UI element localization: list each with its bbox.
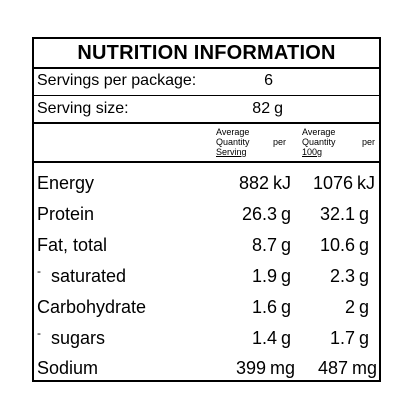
- row-sodium-100g: 487 mg: [317, 358, 377, 378]
- row-energy-100g: 1076 kJ: [312, 173, 375, 193]
- serving-size-label: Serving size:: [37, 100, 129, 117]
- header-per-100g: Average Quantity per 100g: [302, 127, 375, 157]
- divider-title: [34, 67, 379, 69]
- servings-value: 6: [264, 72, 273, 89]
- row-label-carbohydrate: Carbohydrate: [37, 297, 147, 317]
- row-protein-100g: 32.1 g: [319, 204, 369, 224]
- row-sugars-100g: 1.7 g: [329, 328, 369, 348]
- divider-header: [34, 161, 379, 163]
- row-label-fat-total: Fat, total: [37, 235, 108, 255]
- row-label-sugars: - sugars: [37, 326, 106, 348]
- row-fat-100g: 10.6 g: [319, 235, 369, 255]
- row-label-saturated: - saturated: [37, 264, 127, 286]
- header-per-serving: Average Quantity per Serving: [216, 127, 286, 157]
- row-carbohydrate-serving: 1.6 g: [251, 297, 291, 317]
- row-saturated-serving: 1.9 g: [251, 266, 291, 286]
- divider-servings: [34, 95, 379, 96]
- row-sodium-serving: 399 mg: [235, 358, 295, 378]
- serving-size-value: 82 g: [252, 100, 283, 117]
- row-label-protein: Protein: [37, 204, 95, 224]
- row-fat-serving: 8.7 g: [251, 235, 291, 255]
- row-label-sodium: Sodium: [37, 358, 99, 378]
- row-energy-serving: 882 kJ: [238, 173, 291, 193]
- row-label-energy: Energy: [37, 173, 95, 193]
- row-saturated-100g: 2.3 g: [329, 266, 369, 286]
- panel-title: NUTRITION INFORMATION: [77, 42, 336, 64]
- nutrition-panel: NUTRITION INFORMATION Servings per packa…: [32, 37, 381, 382]
- row-protein-serving: 26.3 g: [241, 204, 291, 224]
- servings-label: Servings per package:: [37, 72, 197, 89]
- row-sugars-serving: 1.4 g: [251, 328, 291, 348]
- divider-serving-size: [34, 122, 379, 124]
